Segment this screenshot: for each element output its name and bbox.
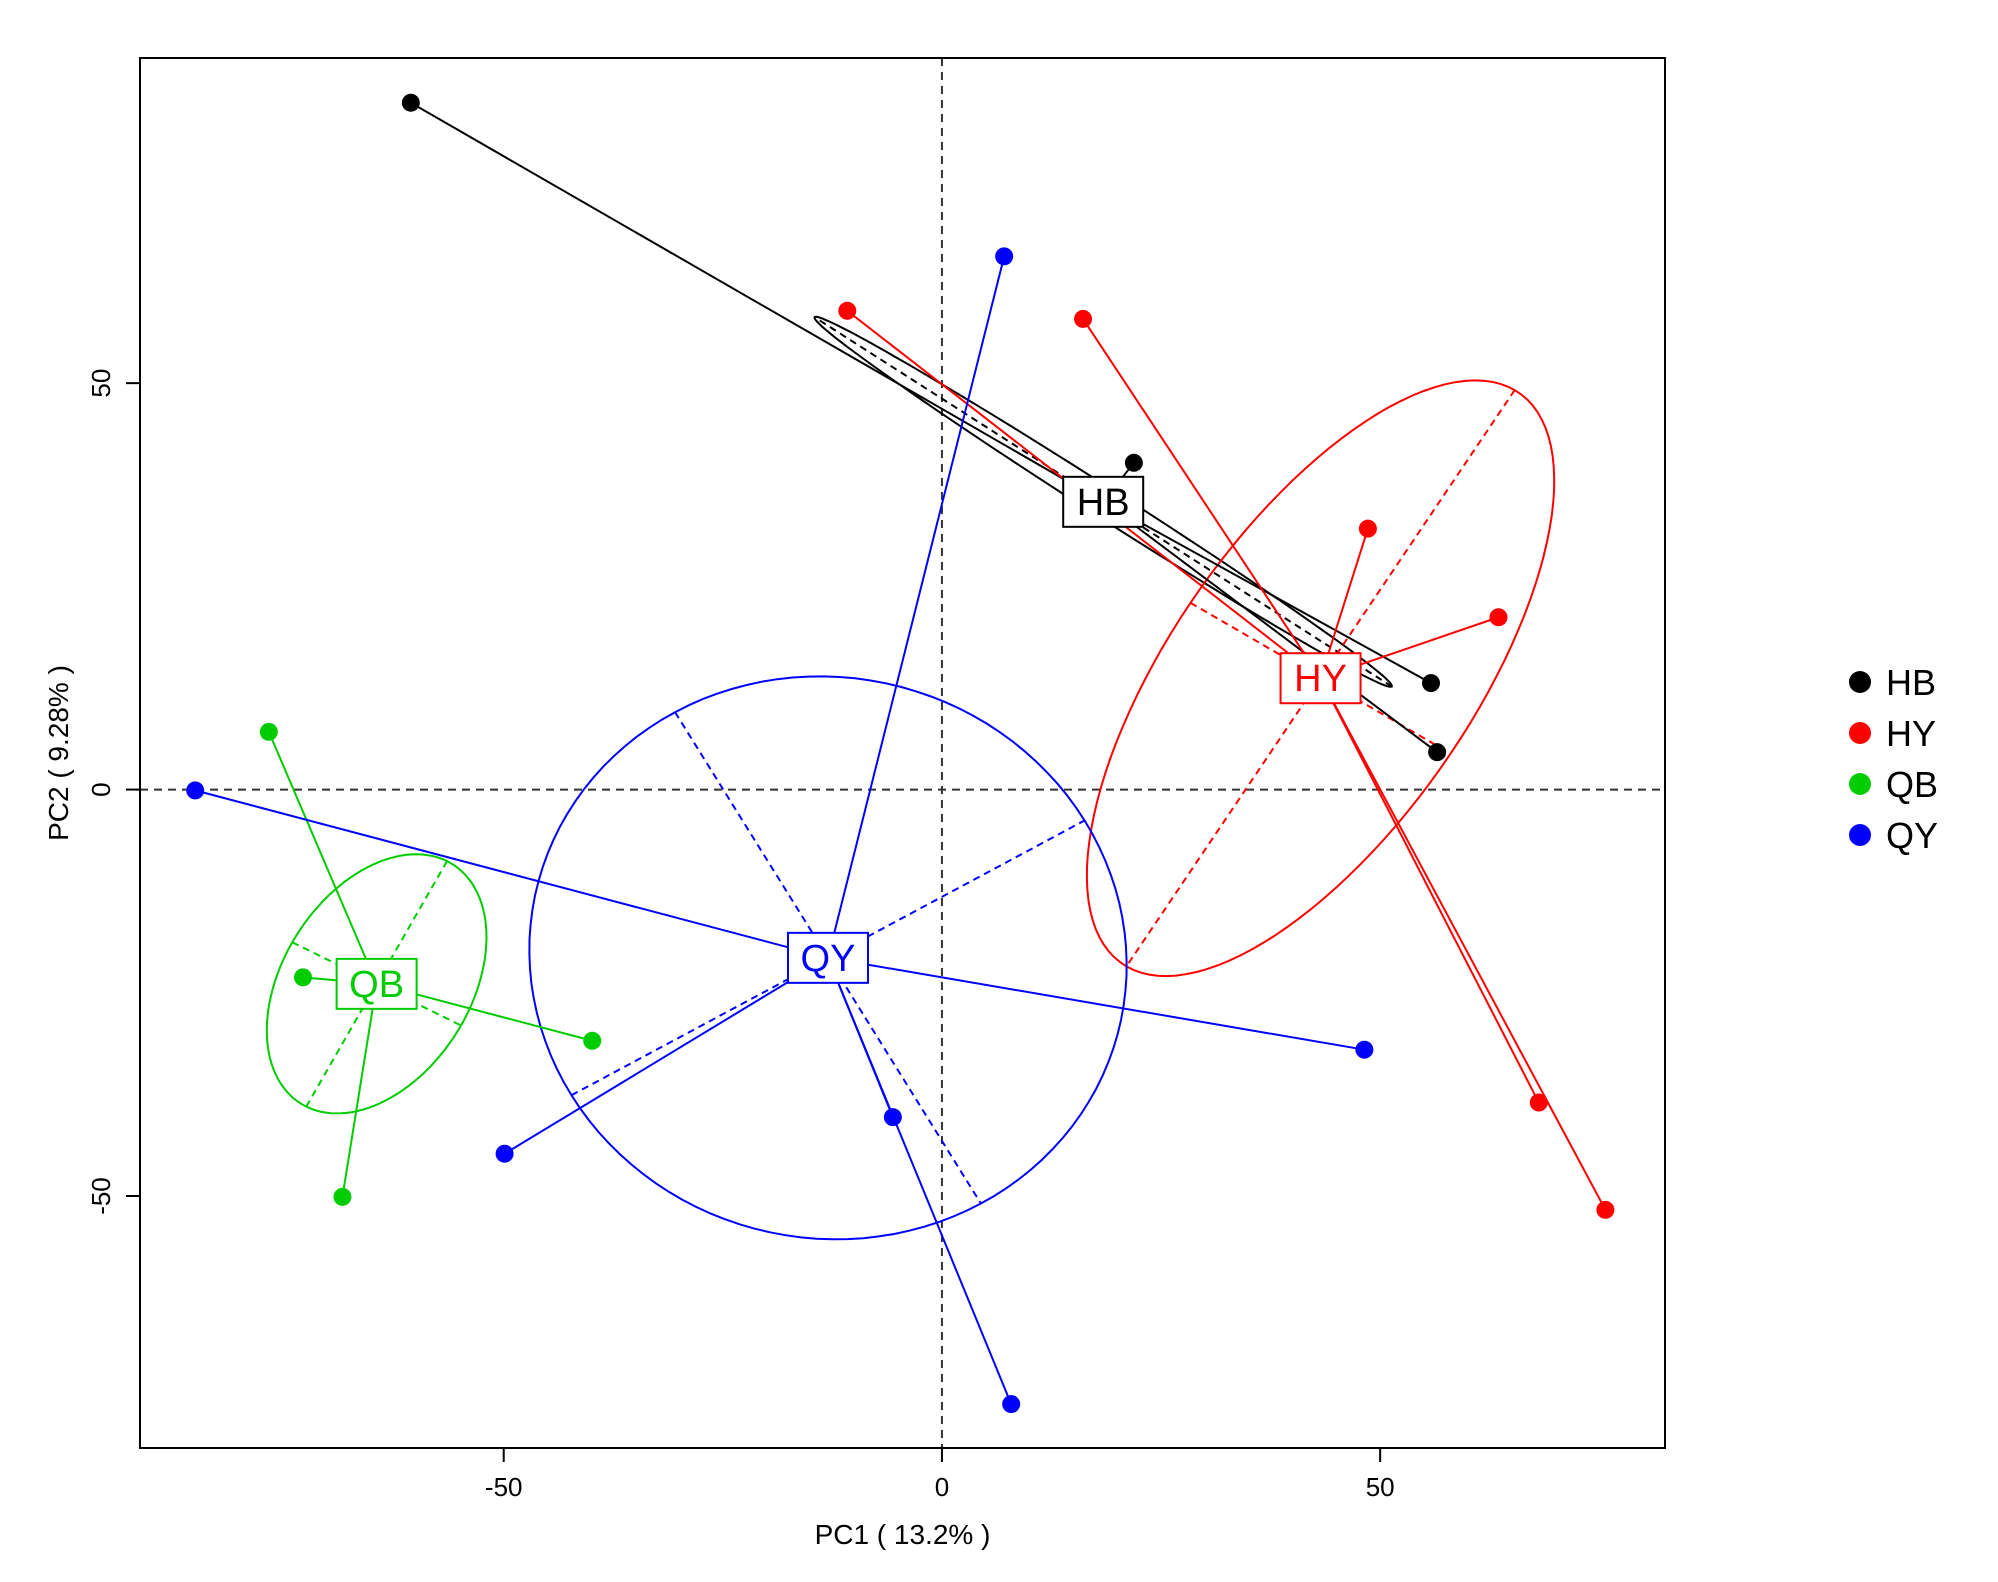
centroid-box-hb [1062,475,1145,528]
x-axis-label: PC1 ( 13.2% ) [815,1519,991,1550]
spider-line-qb [341,983,378,1197]
point-hb [1428,743,1447,762]
spider-line-qy [827,256,1006,959]
point-qy [186,781,205,800]
spider-line-qb [267,731,378,985]
point-qb [259,722,278,741]
point-qy [995,247,1014,266]
point-hy [1074,309,1093,328]
centroid-label-hb: HB [1077,482,1130,524]
point-qy [883,1108,902,1127]
reference-lines [140,58,1665,1448]
point-hy [1529,1093,1548,1112]
legend-marker-hy [1849,722,1871,744]
spider-line-qy [194,789,829,959]
legend-label-hy: HY [1886,713,1936,754]
point-qb [333,1187,352,1206]
centroid-label-qb: QB [349,964,404,1006]
spider-line-qy [504,956,829,1155]
y-tick-label: 50 [86,369,116,398]
point-qb [583,1031,602,1050]
point-hb [1421,674,1440,693]
y-tick-label: -50 [86,1177,116,1215]
plot-frame [139,57,1666,1449]
point-hy [1596,1200,1615,1219]
spider-line-hb [1102,501,1438,753]
x-tick-label: 50 [1366,1472,1395,1502]
point-hy [1489,608,1508,627]
group-centroid-labels: HB HY QB QY [335,475,1362,1010]
point-hy [838,301,857,320]
point-qy [1355,1040,1374,1059]
legend-label-qy: QY [1886,815,1938,856]
x-tick-label: -50 [485,1472,523,1502]
legend-marker-qb [1849,773,1871,795]
centroid-label-hy: HY [1294,658,1347,700]
ellipse-minor-axis-qb [291,941,462,1027]
spider-line-hb [1102,500,1432,684]
ellipse-major-axis-hy [1125,389,1516,967]
y-axis-label: PC2 ( 9.28% ) [43,665,74,841]
x-tick-label: 0 [935,1472,949,1502]
legend: HB HY QB QY [1849,662,1938,856]
point-qy [1002,1395,1021,1414]
axes: -50 0 50 -50 0 50 PC1 ( 13.2% ) PC2 ( 9.28% ) [43,57,1666,1550]
spider-line-hb [410,101,1104,503]
point-qy [495,1144,514,1163]
y-tick-label: 0 [86,782,116,796]
centroid-box-qy [787,931,870,984]
legend-marker-hb [1849,671,1871,693]
centroid-label-qy: QY [801,938,856,980]
legend-label-hb: HB [1886,662,1936,703]
centroid-box-qb [335,957,418,1010]
point-hb [1124,453,1143,472]
point-hb [401,93,420,112]
spider-line-hy [1319,677,1607,1211]
ellipse-qb [265,853,488,1115]
spider-line-qy [827,957,1013,1405]
legend-label-qb: QB [1886,764,1938,805]
point-qb [294,968,313,987]
spider-line-hy [1319,677,1540,1103]
legend-marker-qy [1849,824,1871,846]
point-hy [1358,519,1377,538]
data-points [186,93,1615,1414]
spider-line-hy [1082,318,1322,679]
centroid-box-hy [1279,652,1362,705]
spider-line-qy [827,956,1365,1051]
